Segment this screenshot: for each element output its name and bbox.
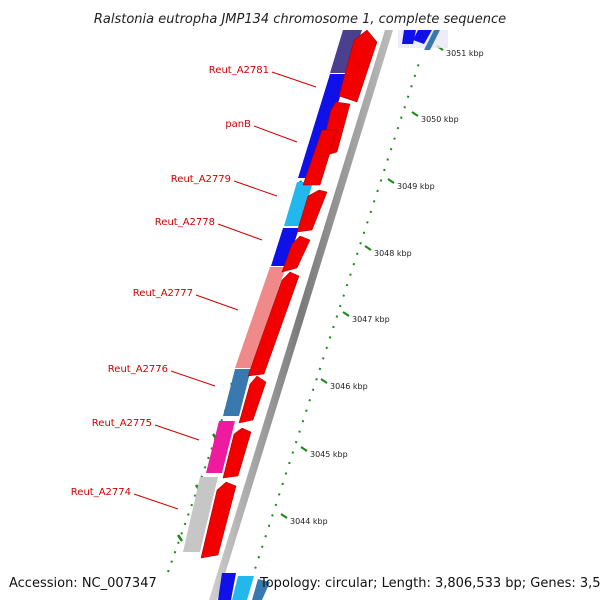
kbp-labels: 3051 kbp 3050 kbp 3049 kbp 3048 kbp 3047 kbp…	[290, 49, 484, 526]
gene-block-reut-a2776[interactable]	[223, 369, 251, 416]
kbp-tick	[364, 245, 372, 251]
leader-line	[154, 424, 200, 441]
kbp-tick	[320, 378, 328, 384]
leader-line	[195, 294, 239, 311]
kbp-tick	[411, 111, 419, 117]
leader-line	[271, 71, 317, 88]
kbp-label: 3049 kbp	[397, 182, 435, 191]
outer-tick-ring	[244, 59, 421, 600]
inner-major-tick	[176, 534, 184, 542]
gene-label[interactable]: Reut_A2781	[209, 65, 269, 76]
kbp-label: 3050 kbp	[421, 115, 459, 124]
leader-line	[217, 223, 263, 241]
topology-text: Topology: circular; Length: 3,806,533 bp…	[259, 576, 600, 591]
adjacent-genes-bottom	[218, 573, 270, 600]
kbp-tick	[300, 446, 308, 452]
kbp-tick	[387, 178, 395, 184]
leader-line	[133, 493, 179, 510]
accession-text: Accession: NC_007347	[9, 576, 157, 591]
gene-block-reut-a2779[interactable]	[284, 182, 313, 226]
kbp-tick	[280, 513, 288, 519]
kbp-label: 3047 kbp	[352, 315, 390, 324]
kbp-label: 3045 kbp	[310, 450, 348, 459]
gene-block-reut-a2778[interactable]	[271, 228, 299, 266]
kbp-label: 3051 kbp	[446, 49, 484, 58]
gene-label[interactable]: Reut_A2774	[71, 487, 131, 498]
kbp-label: 3048 kbp	[374, 249, 412, 258]
gene-label[interactable]: Reut_A2779	[171, 174, 231, 185]
gene-label[interactable]: Reut_A2778	[155, 217, 215, 228]
kbp-label: 3046 kbp	[330, 382, 368, 391]
strand-arrows	[200, 29, 378, 559]
gene-label[interactable]: Reut_A2776	[108, 364, 168, 375]
gene-label[interactable]: Reut_A2777	[133, 288, 193, 299]
gene-label[interactable]: panB	[225, 119, 251, 130]
chromosome-backbone	[209, 30, 393, 600]
kbp-label: 3044 kbp	[290, 517, 328, 526]
leader-lines	[133, 71, 317, 510]
gene-labels: Reut_A2781 panB Reut_A2779 Reut_A2778 Reut_A…	[71, 65, 269, 498]
gene-block-reut-a2775[interactable]	[206, 421, 235, 473]
leader-line	[233, 180, 278, 197]
map-title: Ralstonia eutropha JMP134 chromosome 1, …	[94, 12, 506, 27]
kbp-tick	[342, 311, 350, 317]
gene-block-panb[interactable]	[298, 74, 347, 178]
gene-block-reut-a2777[interactable]	[235, 267, 286, 368]
leader-line	[170, 370, 216, 387]
adjacent-genes-top	[398, 30, 448, 50]
leader-line	[253, 125, 298, 143]
outer-major-ticks	[280, 45, 444, 519]
gene-label[interactable]: Reut_A2775	[92, 418, 152, 429]
gene-block-reut-a2774[interactable]	[183, 477, 218, 552]
